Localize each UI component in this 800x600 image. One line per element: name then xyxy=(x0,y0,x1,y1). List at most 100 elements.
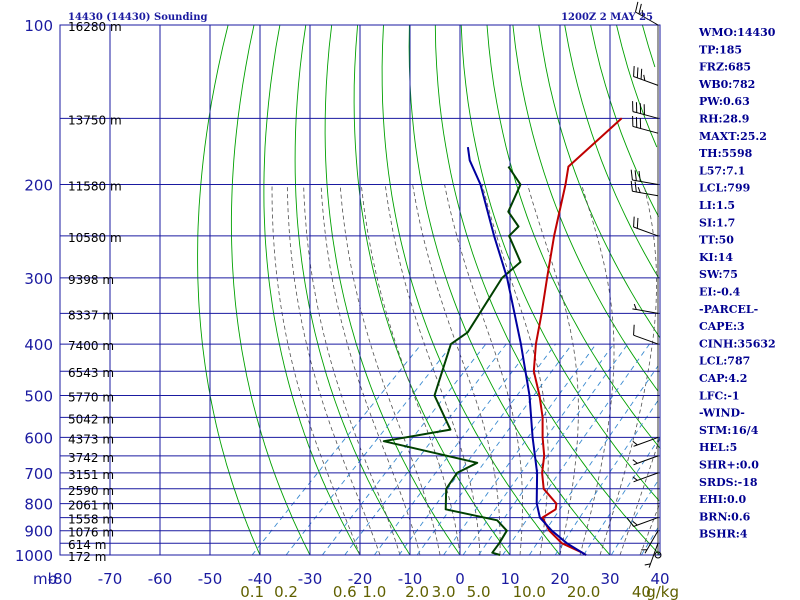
pressure-tick-label: 800 xyxy=(24,496,53,514)
wind-barb xyxy=(630,169,659,186)
wind-barb xyxy=(632,455,659,466)
parcel-profile xyxy=(466,146,587,556)
wind-barb xyxy=(633,324,659,345)
dry-adiabat-line xyxy=(381,24,561,556)
index-value: LFC:-1 xyxy=(699,389,740,402)
mixing-ratio-label: 2.0 xyxy=(405,583,429,600)
pressure-tick-label: 500 xyxy=(24,387,53,405)
height-label: 5770 m xyxy=(68,390,114,404)
index-value: EHI:0.0 xyxy=(699,493,746,506)
temperature-tick-label: -20 xyxy=(348,570,373,588)
mixing-ratio-label: 40 xyxy=(632,583,651,600)
temperature-tick-label: -70 xyxy=(98,570,123,588)
index-value: CAPE:3 xyxy=(699,320,745,333)
index-value: CAP:4.2 xyxy=(699,372,747,385)
pressure-tick-label: 200 xyxy=(24,177,53,195)
mixing-ratio-line xyxy=(251,343,422,556)
index-value: HEL:5 xyxy=(699,441,737,454)
height-label: 3151 m xyxy=(68,468,114,482)
height-label: 13750 m xyxy=(68,113,122,127)
index-value: MAXT:25.2 xyxy=(699,130,767,143)
pressure-tick-label: 600 xyxy=(24,429,53,447)
pressure-tick-label: 400 xyxy=(24,336,53,354)
height-label: 6543 m xyxy=(68,366,114,380)
plot-frame xyxy=(59,24,661,556)
mixing-ratio-label: 10.0 xyxy=(513,583,546,600)
wind-barbs xyxy=(626,1,662,568)
wind-barb xyxy=(632,101,659,119)
height-label: 2061 m xyxy=(68,499,114,513)
height-label: 16280 m xyxy=(68,20,122,34)
height-label: 10580 m xyxy=(68,231,122,245)
mixing-ratio-line xyxy=(610,479,660,556)
pressure-tick-label: 300 xyxy=(24,270,53,288)
chart-title: 14430 (14430) Sounding xyxy=(68,12,208,23)
temperature-tick-label: -40 xyxy=(248,570,273,588)
moist-adiabat-line xyxy=(444,184,523,556)
dry-adiabat-line xyxy=(641,24,656,68)
index-value: KI:14 xyxy=(699,251,733,264)
index-value: SI:1.7 xyxy=(699,216,735,229)
pressure-tick-label: 1000 xyxy=(15,547,53,565)
dry-adiabat-line xyxy=(512,24,659,392)
wind-barb xyxy=(644,543,659,568)
height-label: 4373 m xyxy=(68,432,114,446)
index-value: L57:7.1 xyxy=(699,164,745,177)
index-value: EI:-0.4 xyxy=(699,286,741,299)
mixing-unit-label: g/kg xyxy=(646,583,679,600)
temperature-tick-label: -80 xyxy=(48,570,73,588)
dewpoint-profile xyxy=(382,166,522,556)
index-value: WB0:782 xyxy=(698,78,755,91)
mixing-ratio-label: 0.6 xyxy=(333,583,357,600)
temperature-tick-label: 20 xyxy=(550,570,569,588)
dry-adiabat-line xyxy=(564,24,659,279)
mixing-ratio-line xyxy=(554,399,659,556)
wind-barb xyxy=(633,216,659,237)
height-label: 5042 m xyxy=(68,412,114,426)
index-value: TP:185 xyxy=(699,43,742,56)
temperature-tick-label: 10 xyxy=(500,570,519,588)
index-value: RH:28.9 xyxy=(699,113,749,126)
wind-barb xyxy=(630,180,659,197)
wind-barb xyxy=(632,436,659,447)
moist-adiabat-line xyxy=(639,502,661,556)
index-value: BSHR:4 xyxy=(699,528,748,541)
grid-lines xyxy=(59,24,661,556)
index-value: SW:75 xyxy=(699,268,738,281)
height-label: 9398 m xyxy=(68,273,114,287)
index-value: STM:16/4 xyxy=(699,424,759,437)
dry-adiabat-line xyxy=(263,24,361,556)
index-value: BRN:0.6 xyxy=(699,510,751,523)
mixing-ratio-line xyxy=(528,365,659,556)
moist-adiabat-line xyxy=(303,184,401,556)
wind-barb xyxy=(632,303,659,314)
dry-adiabat-line xyxy=(486,24,661,449)
mixing-ratio-label: 3.0 xyxy=(432,583,456,600)
index-value: WMO:14430 xyxy=(698,26,776,39)
height-labels: 16280 m 13750 m 11580 m 10580 m 9398 m 8337 m… xyxy=(68,20,122,564)
pressure-tick-label: 100 xyxy=(24,17,53,35)
height-label: 172 m xyxy=(68,550,106,564)
wind-barb xyxy=(641,530,659,554)
index-value: SRDS:-18 xyxy=(699,476,758,489)
index-value: LCL:787 xyxy=(699,355,750,368)
dry-adiabat-line xyxy=(460,24,660,501)
pressure-unit-label: mb xyxy=(33,570,57,588)
height-label: 614 m xyxy=(68,538,106,552)
moist-adiabat-line xyxy=(619,437,661,556)
mixing-ratio-line xyxy=(285,343,453,556)
temperature-tick-label: -50 xyxy=(198,570,223,588)
temperature-tick-label: -60 xyxy=(148,570,173,588)
dry-adiabat-line xyxy=(538,24,661,339)
height-label: 1558 m xyxy=(68,513,114,527)
height-label: 2590 m xyxy=(68,484,114,498)
profile-series xyxy=(382,117,623,556)
moist-adiabat-line xyxy=(481,184,549,556)
dry-adiabat-line xyxy=(230,24,311,556)
pressure-tick-label: 900 xyxy=(24,523,53,541)
temperature-tick-label: -30 xyxy=(298,570,323,588)
moist-adiabat-line xyxy=(320,184,421,556)
index-value: PW:0.63 xyxy=(699,95,750,108)
